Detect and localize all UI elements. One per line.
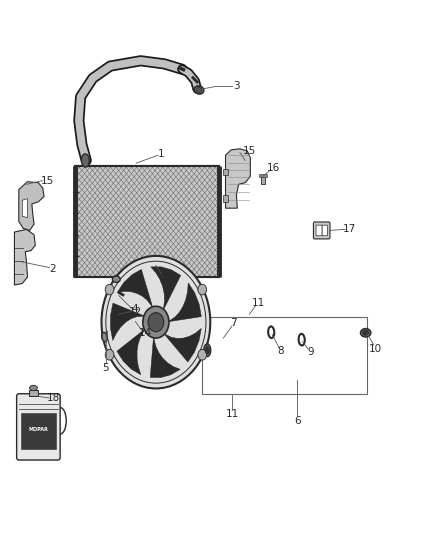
Circle shape (105, 350, 114, 360)
Bar (261, 175, 265, 184)
Ellipse shape (113, 276, 120, 282)
Ellipse shape (30, 385, 37, 391)
Polygon shape (151, 267, 181, 313)
Text: 12: 12 (129, 306, 142, 317)
FancyBboxPatch shape (21, 413, 56, 449)
Polygon shape (117, 327, 147, 375)
Text: 17: 17 (343, 224, 356, 235)
Text: 11: 11 (251, 297, 265, 308)
Text: 6: 6 (294, 416, 300, 426)
Text: 16: 16 (267, 163, 280, 173)
Text: 4: 4 (131, 304, 138, 314)
Bar (28, 390, 39, 397)
Circle shape (198, 350, 207, 360)
Bar (223, 196, 228, 202)
Text: 2: 2 (49, 264, 56, 273)
Text: 3: 3 (233, 81, 240, 91)
FancyBboxPatch shape (322, 225, 327, 236)
Bar (75, 166, 219, 277)
Polygon shape (22, 199, 28, 217)
Text: MOPAR: MOPAR (28, 427, 48, 432)
Ellipse shape (363, 330, 369, 335)
Text: 15: 15 (243, 146, 256, 156)
Circle shape (105, 284, 114, 295)
Circle shape (198, 284, 207, 295)
Ellipse shape (360, 328, 371, 337)
Polygon shape (162, 328, 201, 362)
Ellipse shape (204, 344, 211, 357)
Bar (201, 317, 367, 394)
Text: 1: 1 (158, 149, 165, 159)
Text: 13: 13 (159, 274, 173, 284)
FancyBboxPatch shape (17, 394, 60, 460)
Text: 7: 7 (230, 318, 237, 328)
Text: 11: 11 (226, 409, 239, 419)
Circle shape (102, 256, 210, 389)
Ellipse shape (81, 154, 89, 167)
Ellipse shape (194, 86, 204, 94)
Polygon shape (150, 334, 180, 377)
Polygon shape (19, 182, 44, 230)
Ellipse shape (102, 333, 107, 342)
Polygon shape (117, 269, 154, 311)
FancyBboxPatch shape (316, 225, 322, 236)
Text: 15: 15 (40, 175, 54, 185)
Bar (259, 174, 267, 177)
Circle shape (143, 306, 169, 338)
Polygon shape (166, 283, 201, 322)
Text: 14: 14 (138, 328, 152, 338)
Ellipse shape (205, 346, 209, 354)
Polygon shape (110, 303, 147, 341)
Polygon shape (14, 229, 35, 285)
Ellipse shape (196, 87, 202, 92)
Text: 8: 8 (277, 346, 284, 356)
Text: 5: 5 (102, 364, 109, 373)
Text: 18: 18 (47, 393, 60, 403)
Polygon shape (226, 149, 251, 208)
Circle shape (148, 313, 164, 332)
Text: 9: 9 (307, 347, 314, 357)
Bar (223, 169, 228, 175)
FancyBboxPatch shape (314, 222, 330, 239)
Text: 10: 10 (369, 344, 382, 354)
